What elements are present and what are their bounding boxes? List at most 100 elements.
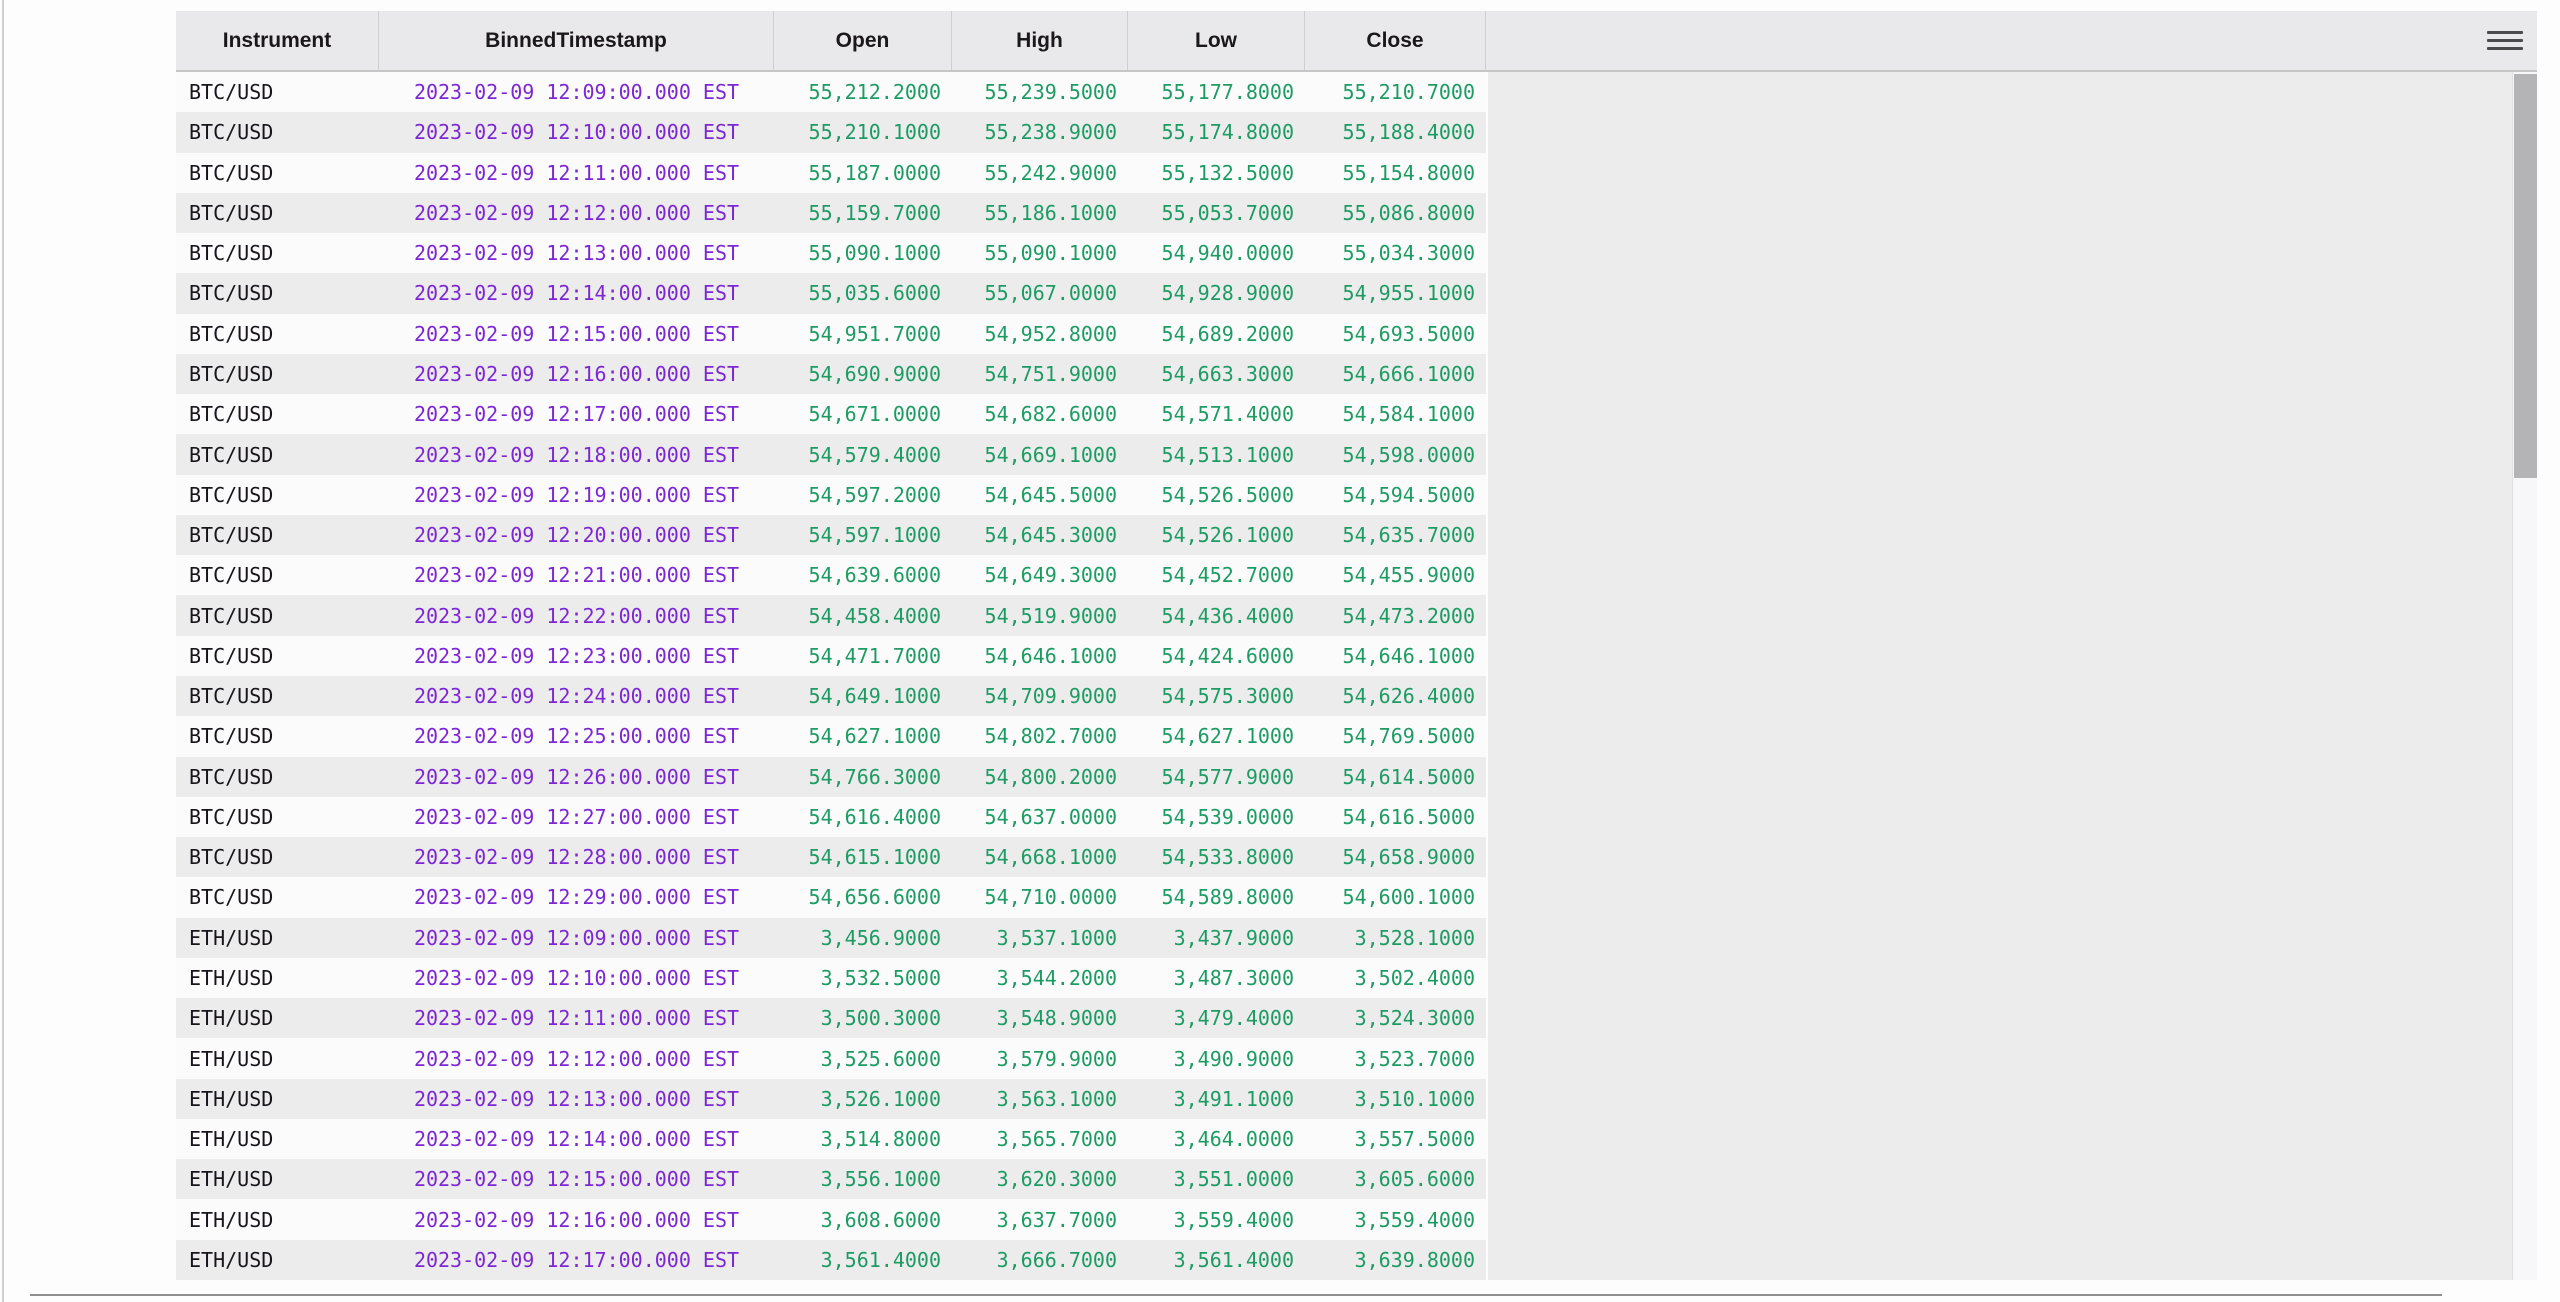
data-grid: BTC/USD 2023-02-09 12:09:00.000 EST 55,212…: [176, 72, 1486, 1280]
cell-instrument: BTC/USD: [189, 482, 274, 507]
table-row[interactable]: BTC/USD 2023-02-09 12:22:00.000 EST 54,458…: [176, 595, 1486, 636]
cell-high: 54,637.0000: [984, 804, 1117, 829]
cell-open: 3,500.3000: [820, 1006, 941, 1031]
cell-low: 3,551.0000: [1173, 1167, 1294, 1192]
cell-timestamp: 2023-02-09 12:28:00.000 EST: [413, 845, 740, 870]
cell-high: 55,186.1000: [984, 200, 1117, 225]
cell-close: 54,594.5000: [1342, 482, 1475, 507]
cell-high: 54,710.0000: [984, 885, 1117, 910]
cell-high: 3,544.2000: [996, 965, 1117, 990]
table-row[interactable]: BTC/USD 2023-02-09 12:23:00.000 EST 54,471…: [176, 635, 1486, 676]
column-header-timestamp[interactable]: BinnedTimestamp: [379, 11, 774, 70]
column-header-high[interactable]: High: [952, 11, 1128, 70]
table-row[interactable]: BTC/USD 2023-02-09 12:24:00.000 EST 54,649…: [176, 675, 1486, 717]
cell-open: 3,514.8000: [820, 1127, 941, 1152]
cell-timestamp: 2023-02-09 12:22:00.000 EST: [413, 603, 740, 628]
cell-instrument: BTC/USD: [189, 523, 274, 548]
cell-low: 54,663.3000: [1161, 361, 1294, 386]
table-row[interactable]: ETH/USD 2023-02-09 12:12:00.000 EST 3,525.…: [176, 1038, 1486, 1079]
cell-timestamp: 2023-02-09 12:16:00.000 EST: [413, 361, 740, 386]
table-row[interactable]: BTC/USD 2023-02-09 12:27:00.000 EST 54,616…: [176, 796, 1486, 838]
cell-instrument: ETH/USD: [189, 965, 274, 990]
cell-timestamp: 2023-02-09 12:18:00.000 EST: [413, 442, 740, 467]
left-edge-line: [2, 0, 4, 1302]
cell-instrument: ETH/USD: [189, 1247, 274, 1272]
table-row[interactable]: BTC/USD 2023-02-09 12:25:00.000 EST 54,627…: [176, 716, 1486, 757]
table-row[interactable]: ETH/USD 2023-02-09 12:10:00.000 EST 3,532.…: [176, 957, 1486, 999]
cell-timestamp: 2023-02-09 12:17:00.000 EST: [413, 402, 740, 427]
cell-low: 54,526.5000: [1161, 482, 1294, 507]
cell-low: 54,513.1000: [1161, 442, 1294, 467]
cell-close: 54,598.0000: [1342, 442, 1475, 467]
table-menu-button[interactable]: [2487, 31, 2523, 50]
cell-low: 54,689.2000: [1161, 321, 1294, 346]
table-row[interactable]: BTC/USD 2023-02-09 12:13:00.000 EST 55,090…: [176, 233, 1486, 274]
cell-low: 54,452.7000: [1161, 563, 1294, 588]
cell-close: 3,523.7000: [1354, 1046, 1475, 1071]
right-filler-panel: [1488, 72, 2512, 1280]
cell-timestamp: 2023-02-09 12:15:00.000 EST: [413, 321, 740, 346]
table-row[interactable]: BTC/USD 2023-02-09 12:16:00.000 EST 54,690…: [176, 353, 1486, 395]
cell-timestamp: 2023-02-09 12:21:00.000 EST: [413, 563, 740, 588]
cell-instrument: ETH/USD: [189, 925, 274, 950]
cell-instrument: BTC/USD: [189, 684, 274, 709]
cell-instrument: BTC/USD: [189, 764, 274, 789]
cell-close: 54,455.9000: [1342, 563, 1475, 588]
cell-high: 54,800.2000: [984, 764, 1117, 789]
cell-low: 54,928.9000: [1161, 281, 1294, 306]
cell-open: 54,597.2000: [808, 482, 941, 507]
cell-low: 54,539.0000: [1161, 804, 1294, 829]
cell-high: 3,563.1000: [996, 1086, 1117, 1111]
table-row[interactable]: BTC/USD 2023-02-09 12:19:00.000 EST 54,597…: [176, 474, 1486, 515]
cell-low: 3,437.9000: [1173, 925, 1294, 950]
table-row[interactable]: BTC/USD 2023-02-09 12:09:00.000 EST 55,212…: [176, 72, 1486, 113]
cell-open: 55,187.0000: [808, 160, 941, 185]
cell-open: 54,656.6000: [808, 885, 941, 910]
cell-close: 55,210.7000: [1342, 80, 1475, 105]
table-row[interactable]: BTC/USD 2023-02-09 12:29:00.000 EST 54,656…: [176, 877, 1486, 918]
table-row[interactable]: ETH/USD 2023-02-09 12:09:00.000 EST 3,456.…: [176, 917, 1486, 958]
cell-low: 54,589.8000: [1161, 885, 1294, 910]
column-header-low[interactable]: Low: [1128, 11, 1305, 70]
table-row[interactable]: BTC/USD 2023-02-09 12:15:00.000 EST 54,951…: [176, 313, 1486, 354]
cell-open: 3,608.6000: [820, 1207, 941, 1232]
table-row[interactable]: ETH/USD 2023-02-09 12:11:00.000 EST 3,500.…: [176, 998, 1486, 1039]
cell-timestamp: 2023-02-09 12:27:00.000 EST: [413, 804, 740, 829]
scrollbar-thumb[interactable]: [2514, 74, 2537, 478]
column-header-instrument[interactable]: Instrument: [176, 11, 379, 70]
cell-high: 55,242.9000: [984, 160, 1117, 185]
cell-timestamp: 2023-02-09 12:15:00.000 EST: [413, 1167, 740, 1192]
cell-high: 3,637.7000: [996, 1207, 1117, 1232]
cell-low: 3,559.4000: [1173, 1207, 1294, 1232]
cell-high: 54,682.6000: [984, 402, 1117, 427]
table-row[interactable]: BTC/USD 2023-02-09 12:26:00.000 EST 54,766…: [176, 756, 1486, 797]
table-row[interactable]: BTC/USD 2023-02-09 12:20:00.000 EST 54,597…: [176, 514, 1486, 556]
cell-low: 54,424.6000: [1161, 643, 1294, 668]
cell-close: 3,524.3000: [1354, 1006, 1475, 1031]
cell-close: 55,034.3000: [1342, 241, 1475, 266]
table-row[interactable]: BTC/USD 2023-02-09 12:10:00.000 EST 55,210…: [176, 112, 1486, 153]
table-row[interactable]: BTC/USD 2023-02-09 12:14:00.000 EST 55,035…: [176, 273, 1486, 314]
table-row[interactable]: ETH/USD 2023-02-09 12:17:00.000 EST 3,561.…: [176, 1239, 1486, 1280]
hamburger-bar: [2487, 47, 2523, 50]
column-header-open[interactable]: Open: [774, 11, 952, 70]
cell-instrument: ETH/USD: [189, 1167, 274, 1192]
table-row[interactable]: BTC/USD 2023-02-09 12:18:00.000 EST 54,579…: [176, 434, 1486, 475]
table-row[interactable]: ETH/USD 2023-02-09 12:13:00.000 EST 3,526.…: [176, 1078, 1486, 1119]
cell-close: 54,626.4000: [1342, 684, 1475, 709]
column-header-close[interactable]: Close: [1305, 11, 1486, 70]
cell-open: 54,649.1000: [808, 684, 941, 709]
table-row[interactable]: BTC/USD 2023-02-09 12:17:00.000 EST 54,671…: [176, 394, 1486, 435]
table-row[interactable]: BTC/USD 2023-02-09 12:12:00.000 EST 55,159…: [176, 192, 1486, 234]
table-row[interactable]: ETH/USD 2023-02-09 12:14:00.000 EST 3,514.…: [176, 1118, 1486, 1160]
cell-timestamp: 2023-02-09 12:23:00.000 EST: [413, 643, 740, 668]
table-row[interactable]: BTC/USD 2023-02-09 12:28:00.000 EST 54,615…: [176, 837, 1486, 878]
cell-open: 3,456.9000: [820, 925, 941, 950]
cell-low: 3,490.9000: [1173, 1046, 1294, 1071]
table-row[interactable]: BTC/USD 2023-02-09 12:11:00.000 EST 55,187…: [176, 152, 1486, 193]
table-row[interactable]: ETH/USD 2023-02-09 12:16:00.000 EST 3,608.…: [176, 1199, 1486, 1240]
table-row[interactable]: ETH/USD 2023-02-09 12:15:00.000 EST 3,556.…: [176, 1159, 1486, 1200]
vertical-scrollbar[interactable]: [2512, 72, 2537, 1280]
table-row[interactable]: BTC/USD 2023-02-09 12:21:00.000 EST 54,639…: [176, 555, 1486, 596]
hamburger-bar: [2487, 31, 2523, 34]
